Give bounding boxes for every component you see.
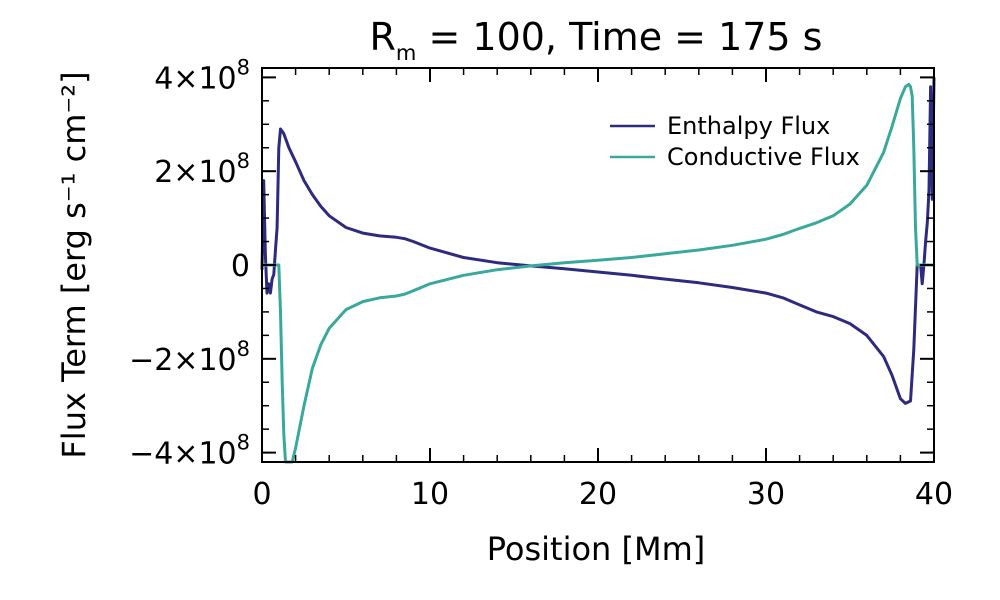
y-tick-label: 0 xyxy=(231,249,250,284)
legend-label-enthalpy: Enthalpy Flux xyxy=(667,112,830,140)
x-tick-label: 40 xyxy=(915,477,953,512)
y-axis-title: Flux Term [erg s⁻¹ cm⁻²] xyxy=(55,71,93,458)
y-tick-label: 4×108 xyxy=(154,55,250,96)
y-tick-label: 2×108 xyxy=(154,149,250,190)
x-tick-label: 10 xyxy=(411,477,449,512)
axis-ticks: 0 10 20 30 40 −4×108 −2×108 0 2×108 4×108 xyxy=(129,55,953,512)
y-tick-label: −4×108 xyxy=(129,431,250,472)
y-tick-label: −2×108 xyxy=(129,337,250,378)
legend-label-conductive: Conductive Flux xyxy=(667,143,860,171)
x-tick-label: 30 xyxy=(747,477,785,512)
x-axis-title: Position [Mm] xyxy=(487,530,706,568)
x-tick-label: 20 xyxy=(579,477,617,512)
plot-frame xyxy=(261,67,935,463)
chart-title: Rm = 100, Time = 175 s xyxy=(370,15,823,65)
legend: Enthalpy Flux Conductive Flux xyxy=(610,112,860,171)
series-layer xyxy=(260,77,936,464)
series-line-enthalpy-flux xyxy=(260,77,936,405)
x-tick-label: 0 xyxy=(252,477,271,512)
